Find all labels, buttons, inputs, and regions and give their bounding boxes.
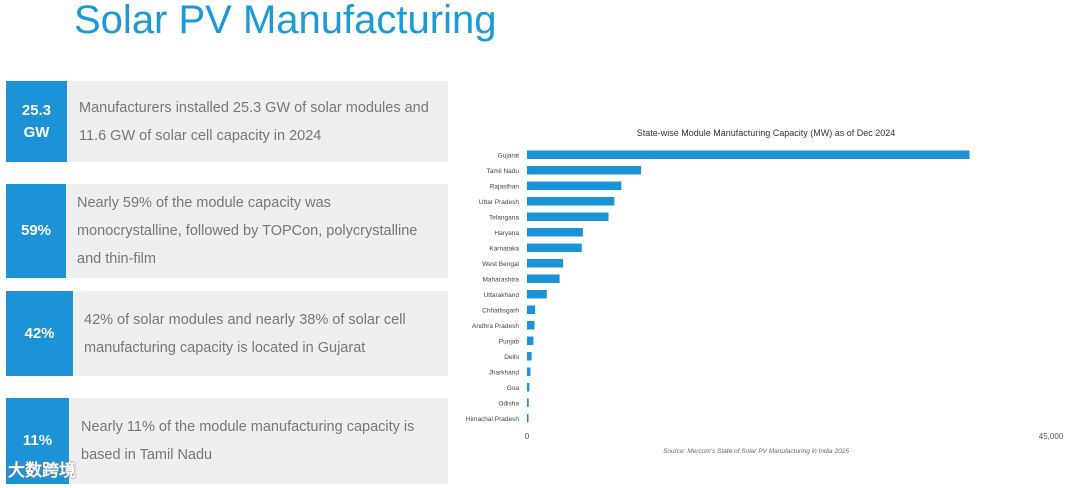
stat-card-gujarat: 42% 42% of solar modules and nearly 38% … [6, 291, 448, 376]
stat-card-capacity: 25.3 GW Manufacturers installed 25.3 GW … [6, 81, 448, 162]
stat-text: Manufacturers installed 25.3 GW of solar… [79, 99, 429, 144]
bar-west-bengal [527, 259, 564, 268]
bar-telangana [527, 212, 609, 221]
bar-delhi [527, 352, 532, 361]
category-label: Himachal Pradesh [466, 416, 519, 423]
category-label: Tamil Nadu [486, 168, 519, 175]
stat-text: Nearly 59% of the module capacity was mo… [77, 195, 418, 267]
bar-andhra-pradesh [527, 321, 535, 330]
category-label: Uttarakhand [484, 292, 520, 299]
category-label: Andhra Pradesh [472, 323, 519, 330]
bar-jharkhand [527, 367, 531, 376]
chart-title: State-wise Module Manufacturing Capacity… [637, 128, 896, 138]
bar-odisha [527, 398, 529, 407]
bar-haryana [527, 228, 583, 237]
bar-maharashtra [527, 274, 560, 283]
chart-source: Source: Mercom's State of Solar PV Manuf… [663, 448, 849, 455]
category-label: West Bengal [482, 261, 519, 268]
category-label: Delhi [504, 354, 519, 361]
category-label: Maharashtra [483, 276, 520, 283]
category-label: Rajasthan [490, 183, 520, 190]
category-label: Odisha [498, 400, 519, 407]
page-title: Solar PV Manufacturing [74, 0, 497, 42]
bar-goa [527, 383, 530, 392]
bar-punjab [527, 336, 534, 345]
x-tick-max: 45,000 [1039, 432, 1064, 441]
stat-text: Nearly 11% of the module manufacturing c… [81, 419, 415, 463]
bar-rajasthan [527, 181, 622, 190]
x-tick-min: 0 [525, 432, 530, 441]
bar-karnataka [527, 243, 582, 252]
bar-chhattisgarh [527, 305, 536, 314]
bar-gujarat [527, 150, 970, 159]
stat-text: 42% of solar modules and nearly 38% of s… [84, 311, 406, 356]
category-label: Jharkhand [489, 369, 520, 376]
bar-uttarakhand [527, 290, 547, 299]
category-label: Uttar Pradesh [479, 199, 519, 206]
category-label: Telangana [489, 214, 519, 221]
stat-badge: 42% [6, 291, 73, 376]
stat-card-monocrystalline: 59% Nearly 59% of the module capacity wa… [6, 184, 448, 278]
category-label: Gujarat [498, 152, 520, 159]
stat-badge: 11% [6, 398, 69, 484]
category-label: Punjab [499, 338, 520, 345]
stat-badge: 25.3 GW [6, 81, 67, 162]
category-label: Haryana [494, 230, 519, 237]
stat-badge: 59% [6, 184, 66, 278]
category-label: Karnataka [489, 245, 519, 252]
bar-uttar-pradesh [527, 197, 615, 206]
bar-himachal-pradesh [527, 414, 529, 423]
capacity-bar-chart: State-wise Module Manufacturing Capacity… [466, 128, 1064, 455]
category-label: Chhattisgarh [482, 307, 519, 314]
category-label: Goa [507, 385, 520, 392]
stat-card-tamil-nadu: 11% Nearly 11% of the module manufacturi… [6, 398, 448, 484]
watermark-logo: 大数跨境 [8, 461, 76, 480]
bar-tamil-nadu [527, 166, 642, 175]
